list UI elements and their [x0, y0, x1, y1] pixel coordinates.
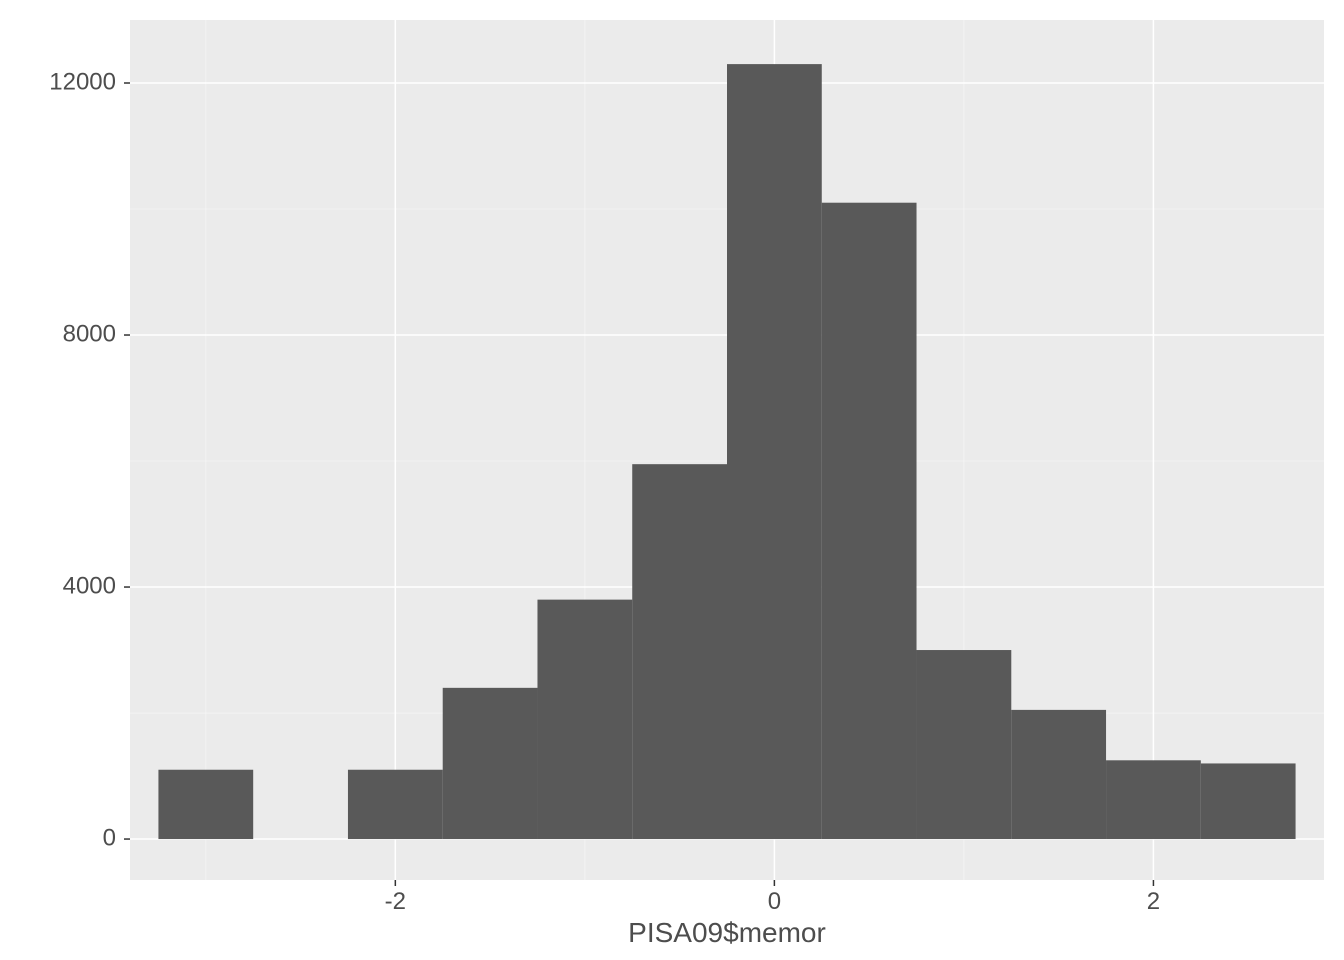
histogram-bar [917, 650, 1012, 839]
x-tick-label: 0 [768, 888, 781, 915]
histogram-bar [537, 600, 632, 839]
histogram-chart: 0 4000 8000 12000 -2 0 2 PISA09$memor [0, 0, 1344, 960]
y-tick-label: 12000 [49, 68, 116, 95]
y-axis-ticks: 0 4000 8000 12000 [49, 68, 130, 851]
histogram-bar [1201, 763, 1296, 839]
histogram-bar [632, 464, 727, 839]
histogram-bar [348, 770, 443, 839]
x-axis-ticks: -2 0 2 [385, 880, 1160, 915]
histogram-bar [158, 770, 253, 839]
y-tick-label: 8000 [63, 320, 116, 347]
histogram-bar [822, 203, 917, 839]
y-tick-label: 0 [103, 824, 116, 851]
histogram-bar [1011, 710, 1106, 839]
histogram-bar [1106, 760, 1201, 839]
chart-svg: 0 4000 8000 12000 -2 0 2 PISA09$memor [0, 0, 1344, 960]
histogram-bar [727, 64, 822, 839]
histogram-bar [443, 688, 538, 839]
y-tick-label: 4000 [63, 572, 116, 599]
x-tick-label: 2 [1147, 888, 1160, 915]
x-axis-title: PISA09$memor [628, 917, 826, 948]
x-tick-label: -2 [385, 888, 406, 915]
